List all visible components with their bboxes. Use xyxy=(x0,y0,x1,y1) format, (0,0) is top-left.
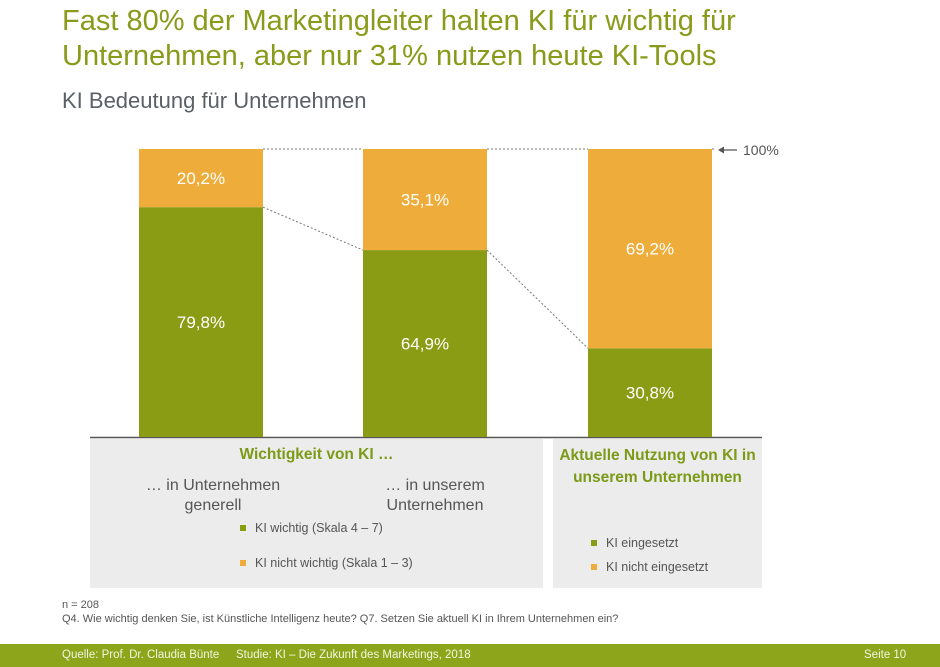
data-label: 30,8% xyxy=(626,384,674,403)
legend-label: KI nicht eingesetzt xyxy=(606,560,709,574)
bar-segment-orange xyxy=(139,149,263,208)
usage-panel-title: Aktuelle Nutzung von KI in unserem Unter… xyxy=(559,447,756,486)
connector-line-share xyxy=(486,249,589,349)
data-label: 20,2% xyxy=(177,169,225,188)
legend-item-ki-wichtig: KI wichtig (Skala 4 – 7) xyxy=(240,521,383,535)
question-note: Q4. Wie wichtig denken Sie, ist Künstlic… xyxy=(62,613,619,625)
stacked-bar-chart: 79,8% 20,2% 64,9% 35,1% 30,8% 69,2% 100% xyxy=(90,142,779,439)
sample-size-note: n = 208 xyxy=(62,599,100,611)
bar-segment-orange xyxy=(363,149,487,251)
data-label: 35,1% xyxy=(401,191,449,210)
green-swatch-icon xyxy=(591,539,597,546)
orange-swatch-icon xyxy=(240,559,246,566)
green-swatch-icon xyxy=(240,524,246,531)
data-label: 64,9% xyxy=(401,335,449,354)
legend-item-ki-nicht-wichtig: KI nicht wichtig (Skala 1 – 3) xyxy=(240,556,413,570)
importance-panel xyxy=(90,439,543,588)
footer-page-number: Seite 10 xyxy=(864,649,907,661)
arrow-left-icon xyxy=(718,146,724,154)
orange-swatch-icon xyxy=(591,563,597,570)
bar-segment-green xyxy=(588,348,712,437)
chart-subtitle: KI Bedeutung für Unternehmen xyxy=(62,88,367,113)
connector-line-share xyxy=(262,206,364,251)
slide-headline: Fast 80% der Marketingleiter halten KI f… xyxy=(62,5,736,72)
legend-label: KI eingesetzt xyxy=(606,536,679,550)
footer-bar: Quelle: Prof. Dr. Claudia Bünte Studie: … xyxy=(0,644,940,667)
legend-label: KI nicht wichtig (Skala 1 – 3) xyxy=(255,556,413,570)
bar-segment-green xyxy=(139,207,263,437)
category-label-own-company: … in unserem Unternehmen xyxy=(385,477,485,514)
legend-item-ki-eingesetzt: KI eingesetzt xyxy=(591,536,678,550)
footer-study: Studie: KI – Die Zukunft des Marketings,… xyxy=(236,649,471,661)
legend-item-ki-nicht-eingesetzt: KI nicht eingesetzt xyxy=(591,560,708,574)
importance-panel-title: Wichtigkeit von KI … xyxy=(239,446,394,463)
footer-source: Quelle: Prof. Dr. Claudia Bünte xyxy=(62,649,220,661)
bar-segment-orange xyxy=(588,149,712,349)
legend-label: KI wichtig (Skala 4 – 7) xyxy=(255,521,383,535)
usage-panel xyxy=(553,439,762,588)
data-label: 69,2% xyxy=(626,240,674,259)
data-label: 79,8% xyxy=(177,313,225,332)
bar-segment-green xyxy=(363,250,487,437)
reference-label: 100% xyxy=(743,142,779,158)
category-label-general: … in Unternehmen generell xyxy=(145,477,281,514)
